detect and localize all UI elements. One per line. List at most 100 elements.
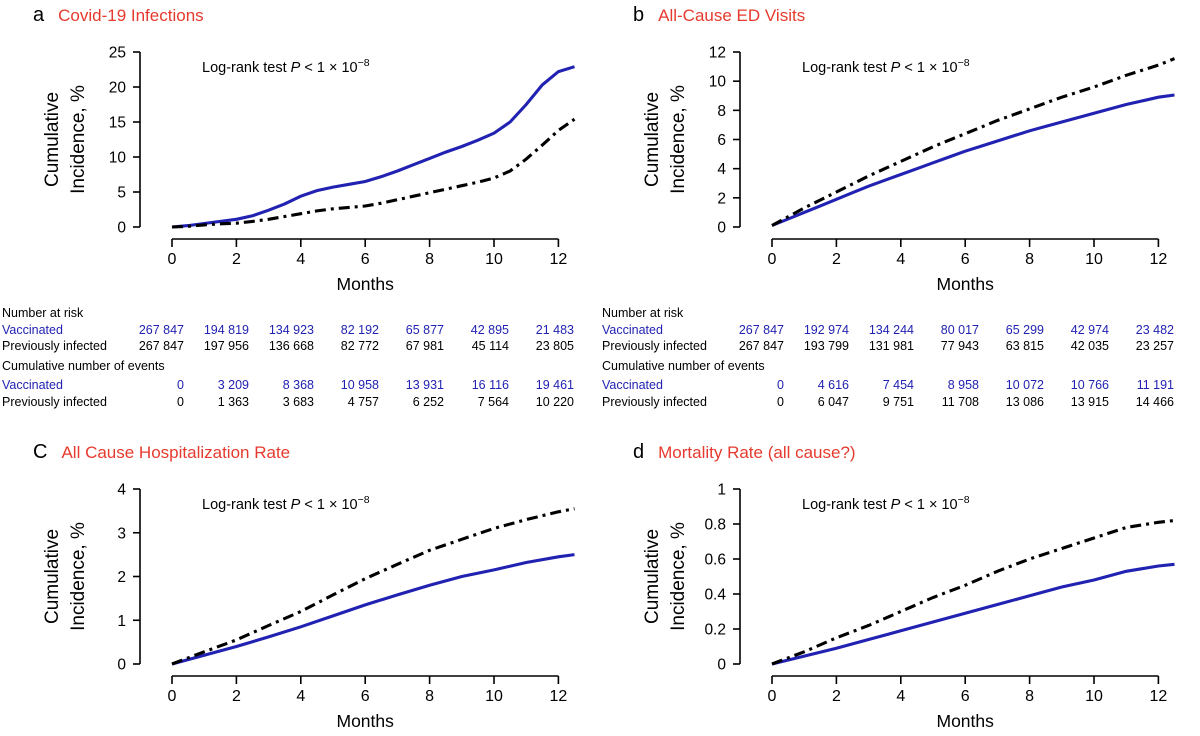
annotation-comparison: < 1 × 10	[300, 497, 357, 513]
annotation-p-symbol: P	[891, 497, 901, 513]
risk-table-header: Number at risk	[2, 306, 84, 320]
annotation-prefix: Log-rank test	[802, 60, 891, 76]
events-vaccinated-value: 8 958	[947, 378, 979, 392]
risk-vaccinated-value: 134 923	[268, 322, 314, 337]
x-tick-label: 6	[361, 251, 370, 268]
x-tick-label: 8	[425, 688, 434, 705]
x-tick-label: 2	[832, 688, 841, 705]
events-vaccinated-value: 3 209	[217, 378, 249, 392]
annotation-exponent: −8	[358, 57, 370, 69]
risk-previously-infected-value: 193 799	[803, 339, 849, 353]
events-vaccinated-value: 8 368	[282, 378, 314, 392]
x-axis-label: Months	[337, 274, 395, 294]
risk-vaccinated-value: 267 847	[138, 322, 184, 337]
risk-previously-infected-value: 136 668	[268, 339, 314, 353]
y-axis	[733, 488, 741, 665]
events-vaccinated-value: 13 931	[405, 378, 444, 392]
annotation-p-symbol: P	[291, 497, 301, 513]
panel-header: a Covid-19 Infections	[0, 0, 600, 27]
risk-table-header: Number at risk	[602, 306, 684, 320]
risk-vaccinated-value: 65 877	[405, 322, 444, 337]
risk-vaccinated-value: 23 482	[1135, 322, 1174, 337]
x-tick-label: 0	[168, 688, 177, 705]
events-previously-infected-value: 3 683	[282, 394, 314, 409]
x-tick-label: 10	[485, 251, 503, 268]
logrank-annotation: Log-rank test P < 1 × 10−8	[802, 57, 970, 76]
risk-vaccinated-value: 21 483	[535, 322, 574, 337]
events-vaccinated-value: 10 958	[340, 378, 379, 392]
x-tick-label: 4	[296, 251, 305, 268]
events-vaccinated-value: 0	[777, 378, 784, 392]
panel-title: All-Cause ED Visits	[658, 6, 806, 25]
panel-header: b All-Cause ED Visits	[600, 0, 1200, 27]
x-axis	[171, 238, 560, 247]
y-tick-label: 15	[109, 115, 126, 132]
x-tick-label: 6	[961, 688, 970, 705]
x-tick-label: 12	[550, 688, 568, 705]
y-tick-label: 1	[117, 613, 126, 630]
events-vaccinated-value: 10 766	[1070, 378, 1109, 392]
risk-previously-infected-value: 131 981	[868, 339, 914, 353]
annotation-comparison: < 1 × 10	[900, 497, 957, 513]
risk-previously-infected-value: 63 815	[1005, 339, 1044, 353]
y-axis	[733, 51, 741, 228]
panel-a-covid-infections: a Covid-19 Infections 0 5 10 15 20 25 Cumulative…	[0, 0, 600, 410]
panel-header: d Mortality Rate (all cause?)	[600, 437, 1200, 464]
curve-previously-infected	[171, 507, 575, 666]
x-tick-label: 4	[896, 688, 905, 705]
x-tick-label: 2	[232, 251, 241, 268]
risk-vaccinated-value: 194 819	[203, 322, 249, 337]
annotation-exponent: −8	[958, 57, 970, 69]
panel-title: Mortality Rate (all cause?)	[658, 443, 856, 462]
risk-vaccinated-value: 82 192	[340, 322, 379, 337]
y-axis	[133, 488, 141, 665]
x-tick-label: 6	[961, 251, 970, 268]
y-tick-label: 0	[117, 657, 126, 674]
x-tick-label: 4	[296, 688, 305, 705]
risk-vaccinated-value: 42 895	[470, 322, 509, 337]
risk-previously-infected-value: 42 035	[1070, 339, 1109, 353]
risk-previously-infected-value: 67 981	[405, 339, 444, 353]
risk-vaccinated-value: 42 974	[1070, 322, 1109, 337]
risk-previously-infected-value: 77 943	[940, 339, 979, 353]
x-axis-label: Months	[937, 274, 995, 294]
y-tick-label: 0	[717, 220, 726, 237]
row-label-previously-infected: Previously infected	[602, 394, 707, 409]
curve-vaccinated	[171, 65, 575, 229]
curve-vaccinated	[771, 562, 1175, 666]
x-tick-label: 12	[1150, 688, 1168, 705]
x-tick-label: 4	[896, 251, 905, 268]
logrank-annotation: Log-rank test P < 1 × 10−8	[202, 57, 370, 76]
events-previously-infected-value: 14 466	[1135, 394, 1174, 409]
y-axis-label-line2: Incidence, %	[668, 522, 689, 631]
events-previously-infected-value: 0	[177, 394, 184, 409]
y-tick-label: 0	[117, 220, 126, 237]
logrank-annotation: Log-rank test P < 1 × 10−8	[802, 494, 970, 513]
x-tick-label: 2	[232, 688, 241, 705]
x-tick-label: 10	[485, 688, 503, 705]
panel-header: C All Cause Hospitalization Rate	[0, 437, 600, 464]
curve-previously-infected	[171, 117, 576, 229]
risk-events-table: Number at risk Vaccinated 267 847 192 974 13…	[602, 305, 1200, 410]
y-axis	[133, 51, 141, 228]
y-tick-label: 8	[717, 103, 726, 120]
x-tick-label: 6	[361, 688, 370, 705]
y-tick-label: 5	[117, 185, 126, 202]
x-tick-label: 0	[168, 251, 177, 268]
y-tick-label: 1	[717, 482, 726, 499]
curve-vaccinated	[771, 93, 1175, 227]
row-label-previously-infected: Previously infected	[602, 339, 707, 353]
x-tick-label: 10	[1085, 688, 1103, 705]
risk-vaccinated-value: 65 299	[1005, 322, 1044, 337]
events-vaccinated-value: 0	[177, 378, 184, 392]
panel-letter: d	[633, 441, 645, 463]
risk-vaccinated-value: 267 847	[738, 322, 784, 337]
annotation-exponent: −8	[958, 494, 970, 506]
x-tick-label: 0	[768, 688, 777, 705]
y-tick-label: 6	[717, 132, 726, 149]
annotation-p-symbol: P	[891, 60, 901, 76]
x-axis-label: Months	[937, 711, 995, 731]
y-tick-label: 0	[717, 657, 726, 674]
y-axis-label-line2: Incidence, %	[668, 85, 689, 194]
